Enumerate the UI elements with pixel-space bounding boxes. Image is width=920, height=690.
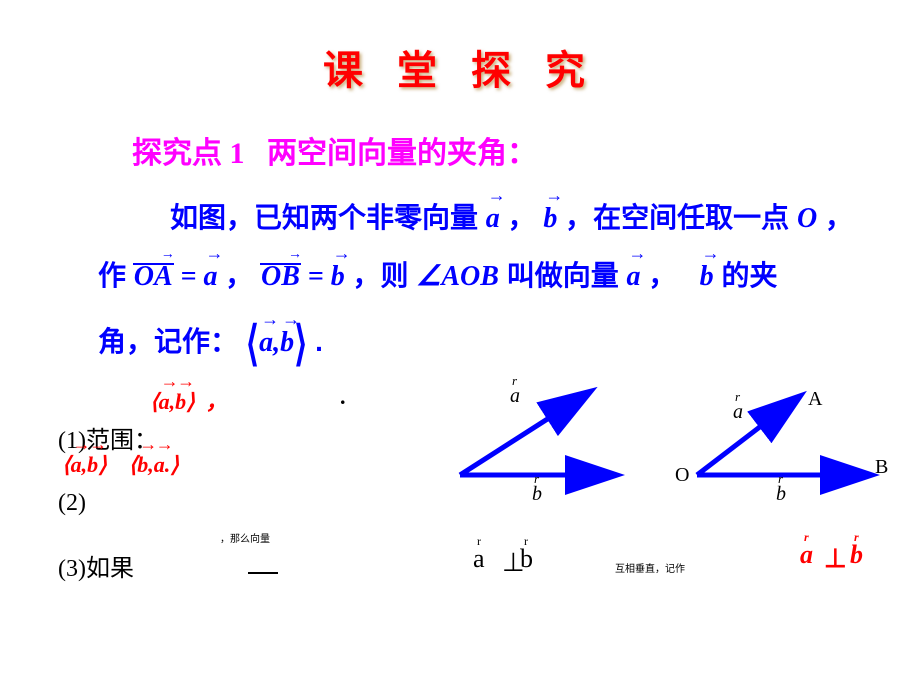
- vector-OB: OB: [261, 261, 300, 293]
- vector-a: a: [259, 327, 273, 359]
- explore-topic: 两空间向量的夹角：: [267, 137, 537, 170]
- vector-a: a: [486, 203, 500, 235]
- text-frag: ，: [508, 202, 536, 233]
- page-title: 课 堂 探 究: [323, 38, 597, 96]
- text-frag: 角，记作：: [98, 326, 238, 357]
- text-frag: ，: [825, 202, 853, 233]
- point-O: O: [797, 203, 817, 234]
- tiny-text: ，那么向量: [220, 530, 270, 545]
- vector-diagram-2: [655, 380, 885, 510]
- vector-diagram-1: [415, 375, 635, 505]
- angle-bracket-close: ⟩: [294, 316, 307, 372]
- definition-line-3: 角，记作： ⟨a,b⟩ .: [98, 320, 323, 364]
- vector-b: b: [280, 327, 294, 359]
- diagram-label-b: rb: [532, 483, 542, 506]
- diagram-label-a: ra: [510, 385, 520, 408]
- angle-bracket-open: ⟨: [246, 316, 259, 372]
- equals: =: [308, 261, 331, 292]
- explore-point: 探究点 1 两空间向量的夹角：: [132, 128, 537, 172]
- text-frag: 叫做向量: [507, 260, 619, 291]
- vector-b: b: [700, 261, 714, 293]
- bottom-a-black: ra: [473, 544, 485, 574]
- definition-line-2: 作 OA = a ， OB = b ，则 ∠AOB 叫做向量 a ， b 的夹: [98, 254, 777, 294]
- red-fragment-1: ⟨a,b⟩ ，: [150, 384, 228, 416]
- vector-OA: OA: [134, 261, 173, 293]
- diagram-label-O: O: [675, 464, 689, 487]
- diagram-label-A: A: [808, 388, 822, 411]
- vector-a: a: [203, 261, 217, 293]
- bottom-b-black: rb: [520, 544, 533, 574]
- comma: ,: [273, 327, 280, 358]
- bottom-b-red: rb: [850, 540, 863, 570]
- definition-line-1: 如图，已知两个非零向量 a ， b ，在空间任取一点 O ，: [170, 196, 853, 236]
- text-frag: ，则: [352, 260, 408, 291]
- tiny-text-2: 互相垂直，记作: [615, 560, 685, 575]
- text-frag: ，: [648, 260, 676, 291]
- diagram-label-b2: rb: [776, 483, 786, 506]
- diagram-label-a2: ra: [733, 401, 743, 424]
- vector-a: a: [627, 261, 641, 293]
- range-label-3: (3)如果: [58, 548, 134, 583]
- period: .: [340, 384, 346, 410]
- bottom-perp-red: ⊥: [824, 544, 847, 574]
- underline: [248, 572, 278, 574]
- text-frag: ，在空间任取一点: [565, 202, 789, 233]
- text-frag: 的夹: [721, 260, 777, 291]
- angle-AOB: ∠AOB: [416, 261, 499, 292]
- text-frag: 作: [98, 260, 126, 291]
- diagram-label-B: B: [875, 456, 888, 479]
- vector-b: b: [543, 203, 557, 235]
- equals: =: [180, 261, 203, 292]
- text-frag: ，: [225, 260, 253, 291]
- vector-b: b: [331, 261, 345, 293]
- period: .: [315, 326, 323, 357]
- bottom-a-red: ra: [800, 540, 813, 570]
- range-label-2: (2): [58, 490, 86, 517]
- red-fragment-2: ⟨a,b⟩ ⟨b,a.⟩: [62, 452, 179, 478]
- explore-label: 探究点 1: [132, 137, 245, 170]
- text-frag: 如图，已知两个非零向量: [170, 202, 478, 233]
